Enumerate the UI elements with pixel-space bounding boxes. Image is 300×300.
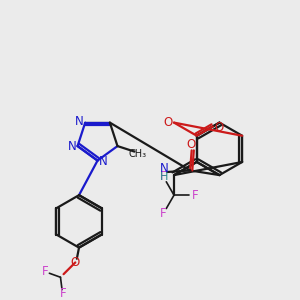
Text: F: F xyxy=(160,207,167,220)
Text: F: F xyxy=(192,189,198,202)
Text: N: N xyxy=(68,140,77,153)
Text: N: N xyxy=(99,155,107,168)
Text: O: O xyxy=(71,256,80,269)
Text: O: O xyxy=(163,116,172,129)
Text: F: F xyxy=(42,265,49,278)
Text: O: O xyxy=(186,138,195,151)
Text: O: O xyxy=(214,121,224,134)
Text: F: F xyxy=(60,287,66,300)
Text: N: N xyxy=(75,115,84,128)
Text: F: F xyxy=(160,170,167,184)
Text: H: H xyxy=(160,172,168,182)
Text: CH₃: CH₃ xyxy=(128,149,147,159)
Text: N: N xyxy=(160,162,168,176)
